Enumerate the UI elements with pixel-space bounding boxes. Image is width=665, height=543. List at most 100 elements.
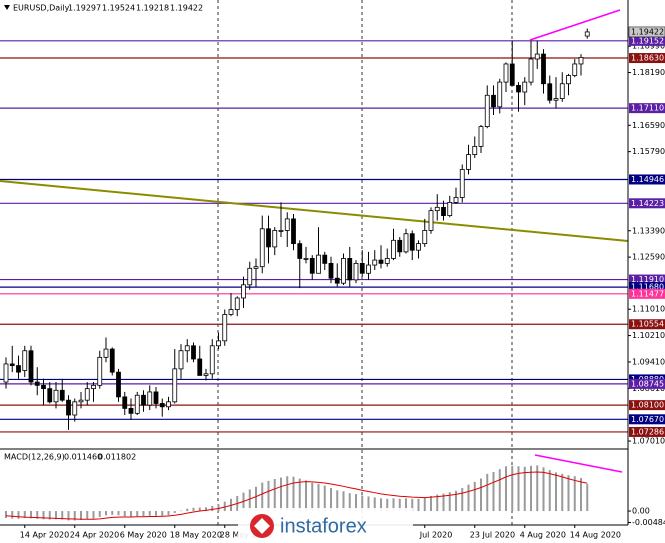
candle-body — [428, 210, 434, 231]
x-tick-label: 24 Apr 2020 — [70, 531, 119, 540]
level-label: 1.18630 — [631, 54, 664, 63]
macd-bar — [386, 498, 389, 512]
macd-bar — [561, 473, 564, 512]
candle-body — [84, 388, 90, 401]
candle-body — [109, 348, 115, 373]
level-label: 1.14223 — [631, 199, 664, 208]
level-label-box — [629, 288, 665, 299]
macd-bar — [117, 511, 120, 516]
trend-line — [0, 180, 629, 242]
macd-title: MACD(12,26,9) — [4, 453, 65, 462]
y-tick-label: 1.12590 — [632, 253, 665, 262]
symbol-icon — [4, 5, 10, 10]
macd-bar — [86, 511, 89, 520]
macd-signal-value: 0.011802 — [98, 453, 136, 462]
candle-body — [59, 389, 65, 401]
level-label-box — [629, 35, 665, 46]
macd-bar — [467, 484, 470, 512]
macd-bar — [580, 478, 582, 512]
candle-body — [222, 314, 228, 342]
candle-body — [509, 63, 515, 86]
y-tick-label: 1.07010 — [632, 437, 665, 446]
candle-body — [197, 358, 203, 376]
candle-body — [172, 368, 178, 403]
candle-body — [409, 233, 415, 251]
candle-body — [372, 259, 378, 266]
candle-body — [553, 98, 559, 101]
x-tick-label: 23 Jul 2020 — [470, 531, 515, 540]
macd-bar — [336, 490, 339, 512]
macd-bar — [261, 482, 264, 512]
macd-bar — [348, 493, 351, 512]
macd-panel — [5, 465, 589, 521]
level-label: 1.08745 — [631, 379, 664, 388]
macd-bar — [361, 495, 364, 512]
level-label-box — [629, 319, 665, 330]
level-label: 1.11910 — [631, 275, 664, 284]
candle-body — [22, 350, 28, 371]
macd-bar — [173, 511, 176, 513]
candle-body — [497, 81, 503, 108]
macd-bar — [205, 507, 207, 512]
candle-body — [247, 267, 253, 286]
x-tick-label: 4 Aug 2020 — [520, 531, 566, 540]
candle-body — [347, 258, 353, 281]
level-label-box — [629, 103, 665, 114]
level-label-box — [629, 198, 665, 209]
macd-bar — [167, 511, 170, 516]
candle-body — [316, 254, 321, 274]
macd-bar — [330, 487, 332, 512]
macd-bar — [411, 498, 414, 512]
candle-body — [503, 63, 509, 83]
level-label-box — [629, 174, 665, 185]
price-label-box — [628, 26, 665, 38]
axes: 1.18990 1.18190 1.16590 1.15790 1.13390 1.125… — [20, 26, 665, 540]
candle-body — [47, 388, 53, 403]
y-tick-label: 1.10210 — [632, 331, 665, 340]
macd-bar — [442, 493, 445, 512]
level-label: 1.08100 — [631, 401, 664, 410]
x-tick-label: 14 Apr 2020 — [20, 531, 69, 540]
macd-bar — [217, 504, 220, 512]
macd-bar — [530, 465, 532, 512]
macd-bar — [180, 510, 182, 512]
macd-bar — [255, 486, 257, 512]
macd-bar — [61, 511, 64, 520]
macd-bar — [73, 511, 76, 521]
x-tick-label: 14 Aug 2020 — [570, 531, 621, 540]
candle-body — [141, 394, 146, 406]
macd-bar — [17, 511, 20, 519]
y-tick-label: 1.11010 — [632, 305, 665, 314]
macd-bar — [486, 473, 489, 512]
ohlc-low: 1.19218 — [136, 4, 169, 13]
candle-body — [266, 228, 271, 248]
candle-body — [559, 83, 565, 99]
candle-body — [378, 259, 384, 264]
macd-bar — [548, 470, 551, 512]
macd-bar — [436, 494, 439, 512]
ohlc-high: 1.19524 — [102, 4, 135, 13]
level-label: 1.10554 — [631, 320, 664, 329]
logo-mark — [254, 518, 270, 534]
macd-bar — [80, 511, 82, 520]
macd-tick-label: 0.00 — [632, 507, 650, 516]
candle-body — [466, 154, 471, 170]
candle-body — [97, 356, 103, 386]
candle-body — [334, 277, 340, 284]
macd-bar — [511, 465, 514, 512]
candle-body — [241, 284, 246, 299]
macd-bar — [536, 465, 539, 512]
macd-bar — [30, 511, 32, 519]
candle-body — [441, 206, 446, 216]
candle-body — [91, 384, 96, 390]
level-label-box — [629, 400, 665, 411]
candle-body — [103, 348, 109, 358]
candle-body — [53, 389, 59, 403]
macd-bar — [480, 478, 482, 512]
macd-bar — [55, 511, 57, 520]
candle-body — [359, 262, 365, 274]
level-label-box — [629, 414, 665, 425]
price-label: 1.19422 — [631, 27, 664, 36]
candle-body — [528, 58, 534, 83]
